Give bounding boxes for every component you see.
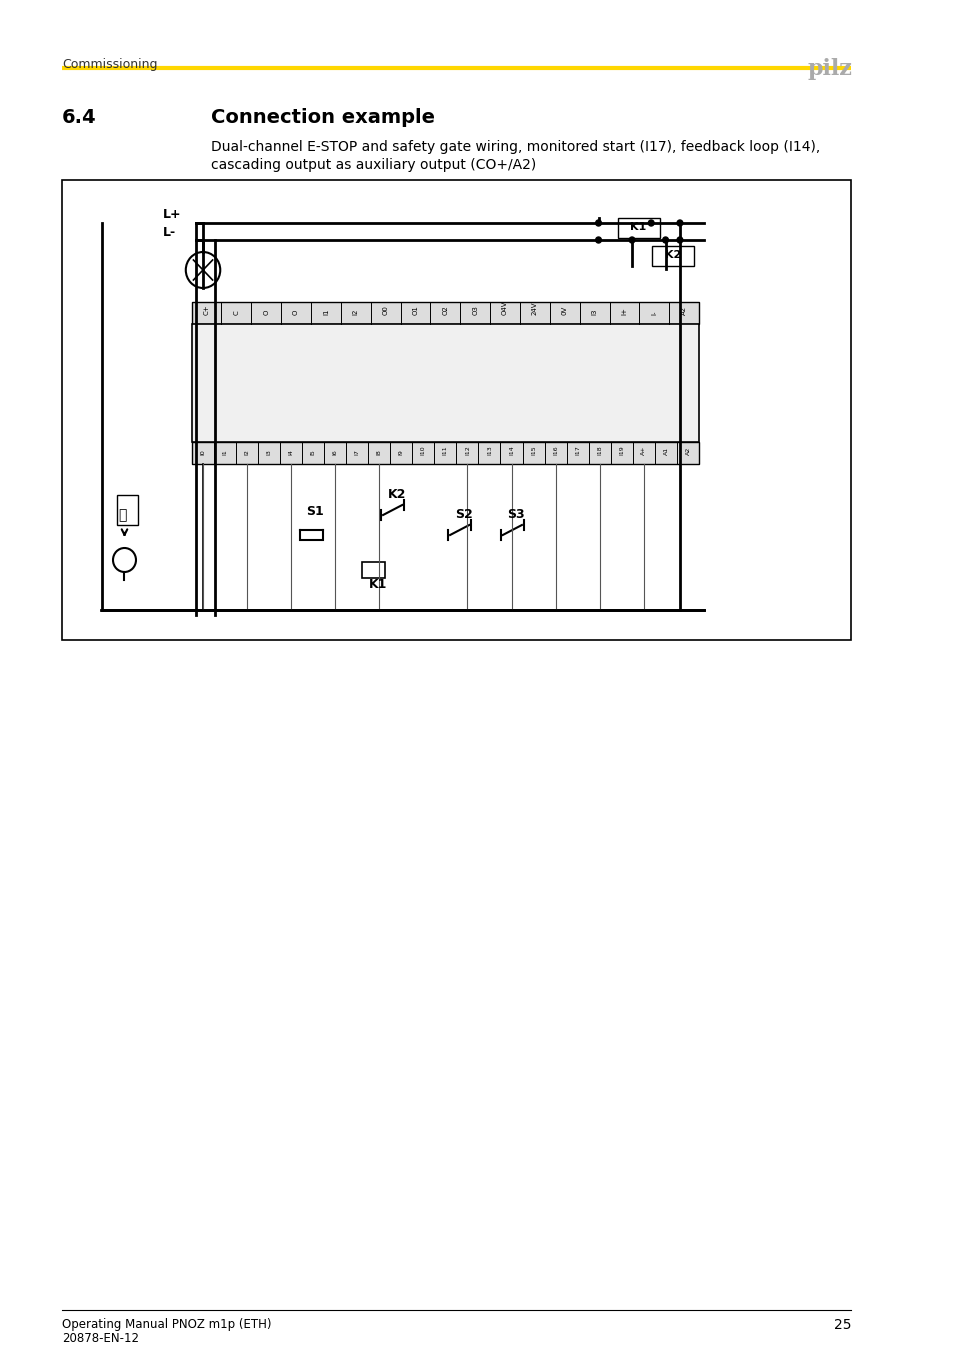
Text: O: O (263, 309, 269, 315)
Text: I4: I4 (288, 450, 293, 455)
Text: I10: I10 (420, 446, 425, 455)
Text: O3: O3 (472, 305, 477, 315)
Text: I7: I7 (355, 450, 359, 455)
Text: A1: A1 (662, 447, 668, 455)
Text: I18: I18 (597, 446, 601, 455)
Circle shape (112, 548, 136, 572)
Text: Operating Manual PNOZ m1p (ETH): Operating Manual PNOZ m1p (ETH) (62, 1318, 272, 1331)
Text: pilz: pilz (806, 58, 851, 80)
Circle shape (648, 220, 654, 225)
Bar (617, 217, 659, 238)
Text: I2: I2 (353, 309, 358, 315)
Text: I1: I1 (222, 450, 227, 455)
Text: 25: 25 (833, 1318, 850, 1332)
Text: O0: O0 (382, 305, 388, 315)
Circle shape (595, 238, 600, 243)
Text: I16: I16 (553, 446, 558, 455)
Text: K2: K2 (388, 487, 406, 501)
Text: I9: I9 (398, 450, 403, 455)
Bar (361, 562, 385, 578)
Text: I2: I2 (244, 450, 249, 455)
Text: 24V: 24V (532, 301, 537, 315)
Circle shape (595, 220, 600, 225)
Text: I+: I+ (620, 308, 627, 315)
Text: I11: I11 (442, 446, 447, 455)
Text: O4V: O4V (501, 301, 508, 315)
Circle shape (629, 238, 635, 243)
Text: L+: L+ (163, 208, 181, 221)
Bar (192, 302, 699, 324)
Text: I19: I19 (618, 446, 623, 455)
Text: O1: O1 (412, 305, 418, 315)
Circle shape (677, 220, 682, 225)
Text: I0: I0 (200, 450, 205, 455)
Text: S1: S1 (306, 505, 324, 518)
Circle shape (677, 238, 682, 243)
Text: A+: A+ (640, 446, 646, 455)
Text: L-: L- (163, 225, 175, 239)
Text: S2: S2 (455, 508, 472, 521)
Text: I12: I12 (464, 446, 470, 455)
Text: K2: K2 (664, 250, 680, 261)
Text: cascading output as auxiliary output (CO+/A2): cascading output as auxiliary output (CO… (211, 158, 536, 171)
Circle shape (662, 238, 668, 243)
Text: Commissioning: Commissioning (62, 58, 157, 72)
Text: I3: I3 (266, 450, 271, 455)
Text: I1: I1 (322, 309, 329, 315)
Text: 6.4: 6.4 (62, 108, 97, 127)
Text: ⚿: ⚿ (118, 508, 127, 522)
Bar (116, 495, 138, 525)
Text: K1: K1 (368, 578, 387, 591)
Text: Dual-channel E-STOP and safety gate wiring, monitored start (I17), feedback loop: Dual-channel E-STOP and safety gate wiri… (211, 140, 819, 154)
Text: 0V: 0V (561, 305, 567, 315)
Bar (192, 441, 699, 464)
Bar (62, 180, 850, 640)
Bar (192, 324, 699, 441)
Text: A2: A2 (685, 447, 690, 455)
Bar (652, 246, 694, 266)
Text: I13: I13 (486, 446, 492, 455)
Text: O2: O2 (442, 305, 448, 315)
Text: O: O (293, 309, 298, 315)
Text: 20878-EN-12: 20878-EN-12 (62, 1332, 139, 1345)
Text: I5: I5 (310, 450, 315, 455)
Text: I6: I6 (333, 450, 337, 455)
Text: C: C (233, 310, 239, 315)
Text: I3: I3 (591, 309, 597, 315)
Circle shape (186, 252, 220, 288)
Text: I-: I- (651, 310, 657, 315)
Text: I8: I8 (376, 450, 381, 455)
Text: K1: K1 (630, 221, 646, 232)
Text: C+: C+ (203, 304, 210, 315)
Text: I15: I15 (531, 446, 536, 455)
Text: I14: I14 (509, 446, 514, 455)
Text: I17: I17 (575, 446, 579, 455)
Text: A2: A2 (680, 306, 686, 315)
Text: S3: S3 (507, 508, 525, 521)
Text: Connection example: Connection example (211, 108, 435, 127)
